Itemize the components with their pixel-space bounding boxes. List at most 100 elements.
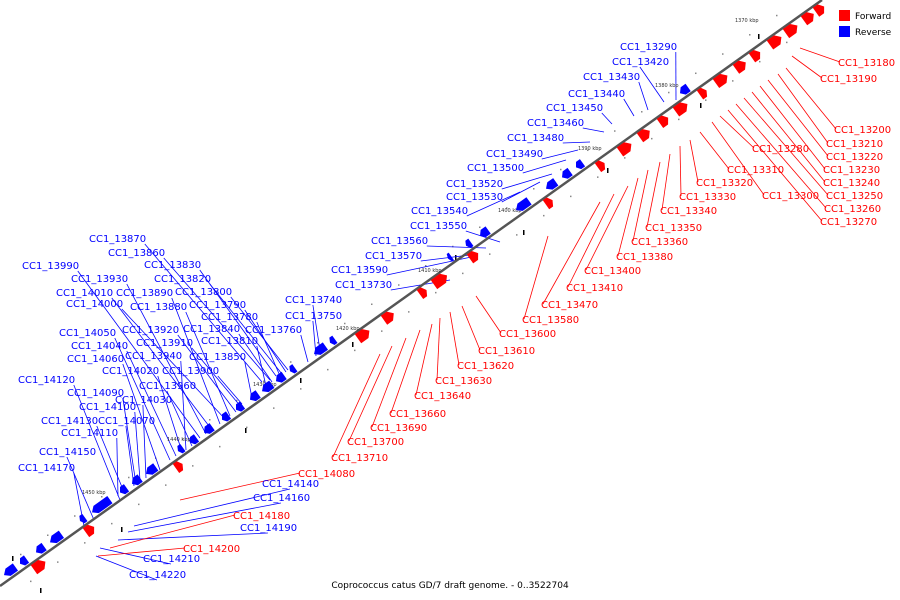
forward-gene-arrow	[616, 142, 632, 157]
forward-leader-line	[785, 67, 837, 130]
legend: Forward Reverse	[839, 10, 892, 38]
forward-gene-label: CC1_13310	[727, 165, 784, 176]
strand-dot	[300, 388, 302, 390]
forward-gene-arrow	[748, 49, 761, 63]
reverse-leader-line	[300, 334, 309, 363]
forward-leader-line	[743, 97, 829, 196]
forward-gene-label: CC1_13190	[820, 74, 877, 85]
reverse-gene-arrow	[132, 474, 143, 486]
strand-dot	[219, 445, 221, 448]
reverse-gene-arrow	[562, 167, 573, 179]
forward-gene-label: CC1_13240	[823, 178, 880, 189]
strand-dot	[398, 284, 400, 286]
forward-gene-label: CC1_13660	[389, 409, 446, 420]
reverse-leader-line	[96, 425, 125, 493]
reverse-gene-label: CC1_14130	[41, 416, 98, 427]
forward-gene-label: CC1_13580	[522, 315, 579, 326]
strand-dot	[408, 311, 410, 313]
reverse-gene-arrow	[262, 380, 275, 393]
reverse-leader-line	[601, 112, 613, 125]
forward-gene-arrow	[696, 87, 708, 100]
reverse-gene-arrow	[575, 159, 586, 170]
reverse-leader-line	[501, 173, 553, 190]
forward-leader-line	[348, 345, 393, 442]
forward-gene-label: CC1_13350	[645, 223, 702, 234]
strand-dot	[516, 234, 518, 236]
reverse-leader-line	[142, 404, 147, 479]
reverse-gene-arrow	[119, 484, 130, 495]
forward-leader-line	[791, 55, 823, 79]
reverse-leader-line	[116, 437, 119, 497]
forward-gene-label: CC1_14180	[233, 511, 290, 522]
forward-leader-line	[632, 169, 649, 242]
reverse-gene-label: CC1_13890	[116, 288, 173, 299]
reverse-leader-line	[465, 230, 501, 243]
strand-dot	[84, 542, 86, 544]
forward-gene-arrow	[712, 73, 728, 89]
strand-dot	[695, 72, 697, 75]
strand-dot	[722, 53, 724, 55]
forward-gene-label: CC1_13340	[660, 206, 717, 217]
reverse-gene-label: CC1_14070	[98, 416, 155, 427]
strand-dot	[57, 561, 59, 563]
reverse-leader-line	[73, 384, 121, 501]
legend-reverse-swatch	[839, 26, 850, 37]
reverse-gene-label: CC1_13490	[486, 149, 543, 160]
reverse-gene-label: CC1_14210	[143, 554, 200, 565]
strand-dot	[20, 553, 22, 556]
reverse-leader-line	[133, 488, 290, 527]
forward-gene-arrow	[416, 287, 428, 300]
forward-leader-line	[585, 185, 629, 271]
strand-dot	[182, 438, 184, 440]
forward-gene-arrow	[430, 273, 448, 290]
reverse-leader-line	[244, 361, 253, 399]
reverse-leader-line	[244, 309, 287, 373]
reverse-gene-label: CC1_13540	[411, 206, 468, 217]
strand-mark	[245, 428, 247, 433]
kbp-tick-label: 1400 kbp	[498, 208, 522, 214]
strand-mark	[455, 255, 457, 260]
forward-leader-line	[415, 323, 433, 396]
forward-gene-label: CC1_13700	[347, 437, 404, 448]
reverse-leader-line	[522, 159, 567, 174]
forward-gene-label: CC1_13400	[584, 266, 641, 277]
strand-dot	[209, 419, 211, 421]
reverse-gene-label: CC1_13430	[583, 72, 640, 83]
forward-gene-label: CC1_13360	[631, 237, 688, 248]
background-strand-marks	[12, 14, 788, 593]
reverse-gene-label: CC1_13850	[189, 352, 246, 363]
reverse-leader-line	[111, 297, 213, 431]
forward-leader-line	[679, 145, 682, 197]
forward-leader-line	[449, 311, 460, 366]
reverse-leader-line	[541, 149, 579, 160]
reverse-gene-arrow	[235, 401, 246, 412]
forward-gene-arrow	[782, 23, 798, 39]
strand-dot	[641, 111, 643, 113]
strand-dot	[317, 342, 319, 344]
forward-gene-label: CC1_14080	[298, 469, 355, 480]
reverse-leader-line	[114, 337, 171, 461]
forward-gene-arrow	[732, 60, 746, 74]
reverse-leader-line	[126, 350, 177, 457]
strand-dot	[597, 176, 599, 178]
strand-dot	[344, 322, 346, 325]
forward-leader-line	[109, 514, 236, 549]
reverse-gene-arrow	[546, 178, 559, 190]
kbp-tick-label: 1420 kbp	[336, 326, 360, 332]
strand-dot	[732, 80, 734, 82]
reverse-leader-line	[230, 296, 289, 371]
legend-reverse-label: Reverse	[855, 28, 892, 38]
reverse-gene-arrow	[79, 513, 88, 524]
forward-leader-line	[542, 201, 601, 305]
reverse-gene-arrow	[480, 226, 491, 238]
reverse-gene-label: CC1_14060	[67, 354, 124, 365]
forward-gene-label: CC1_13200	[834, 125, 891, 136]
reverse-gene-arrow	[250, 390, 261, 402]
reverse-leader-line	[466, 191, 521, 217]
reverse-gene-label: CC1_14220	[129, 570, 186, 581]
reverse-gene-label: CC1_14030	[115, 395, 172, 406]
reverse-leader-line	[191, 347, 243, 409]
reverse-gene-arrow	[446, 252, 454, 262]
reverse-gene-label: CC1_13870	[89, 234, 146, 245]
reverse-leader-line	[66, 456, 95, 521]
